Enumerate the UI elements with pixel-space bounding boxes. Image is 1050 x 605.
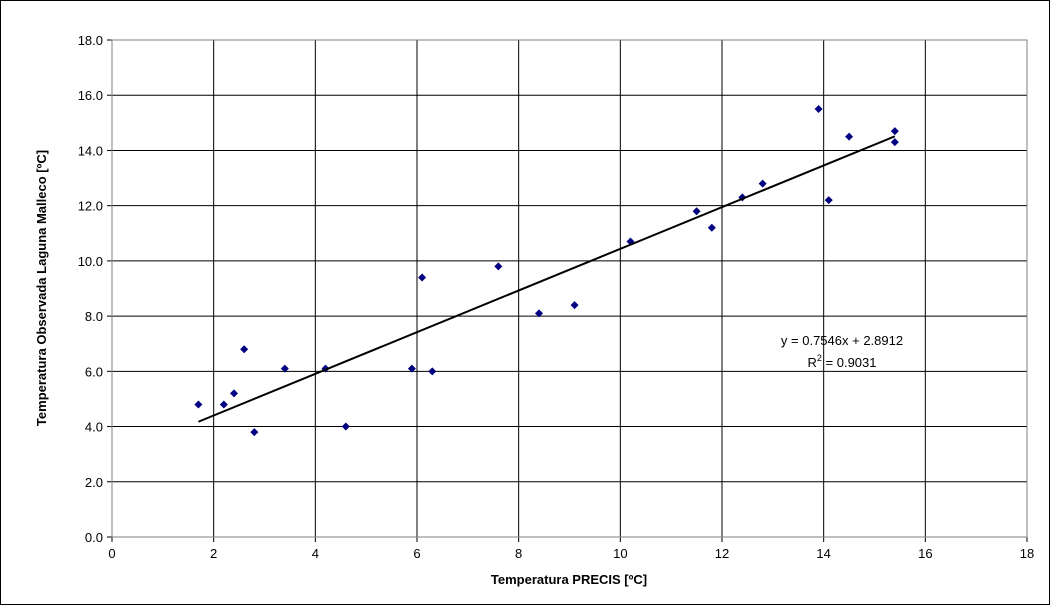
data-point: [890, 138, 899, 147]
x-tick-label: 10: [613, 546, 627, 561]
data-points: [194, 105, 899, 437]
x-tick-label: 6: [413, 546, 420, 561]
y-tick-label: 8.0: [85, 309, 103, 324]
x-tick-label: 8: [515, 546, 522, 561]
x-tick-label: 12: [715, 546, 729, 561]
plot-border: [111, 39, 1028, 538]
y-tick-label: 10.0: [78, 254, 103, 269]
y-tick-label: 14.0: [78, 143, 103, 158]
data-point: [250, 428, 259, 437]
data-point: [814, 105, 823, 114]
data-point: [570, 301, 579, 310]
x-tick-labels: 0 2 4 6 8 10 12 14 16 18: [108, 546, 1034, 561]
trendline-equation: y = 0.7546x + 2.8912: [781, 333, 903, 348]
trendline: [198, 135, 896, 423]
y-tick-label: 16.0: [78, 88, 103, 103]
grid: [107, 39, 1028, 542]
data-point: [240, 345, 249, 354]
y-tick-label: 2.0: [85, 475, 103, 490]
data-point: [194, 400, 203, 409]
data-point: [428, 367, 437, 376]
data-point: [707, 223, 716, 232]
x-tick-label: 4: [312, 546, 319, 561]
x-tick-label: 16: [918, 546, 932, 561]
data-point: [230, 389, 238, 398]
data-point: [758, 179, 767, 188]
r-squared-label: R2 = 0.9031: [808, 353, 877, 370]
data-point: [407, 364, 416, 373]
y-tick-label: 18.0: [78, 33, 103, 48]
data-point: [535, 309, 543, 318]
data-point: [494, 262, 503, 271]
data-point: [219, 400, 228, 409]
y-tick-labels: 0.0 2.0 4.0 6.0 8.0 10.0 12.0 14.0 16.0 18.0: [78, 33, 103, 545]
x-tick-label: 18: [1020, 546, 1034, 561]
data-point: [845, 132, 854, 141]
y-tick-label: 4.0: [85, 420, 103, 435]
y-axis-title: Temperatura Observada Laguna Malleco [ºC…: [34, 150, 49, 426]
x-axis-title: Temperatura PRECIS [ºC]: [491, 572, 647, 587]
x-tick-label: 14: [816, 546, 830, 561]
x-tick-label: 0: [108, 546, 115, 561]
data-point: [824, 196, 833, 205]
data-point: [280, 364, 289, 373]
y-tick-label: 0.0: [85, 530, 103, 545]
data-point: [692, 207, 701, 216]
data-point: [418, 273, 427, 282]
data-point: [890, 127, 899, 136]
y-tick-label: 6.0: [85, 364, 103, 379]
x-tick-label: 2: [210, 546, 217, 561]
y-tick-label: 12.0: [78, 199, 103, 214]
data-point: [341, 422, 350, 431]
